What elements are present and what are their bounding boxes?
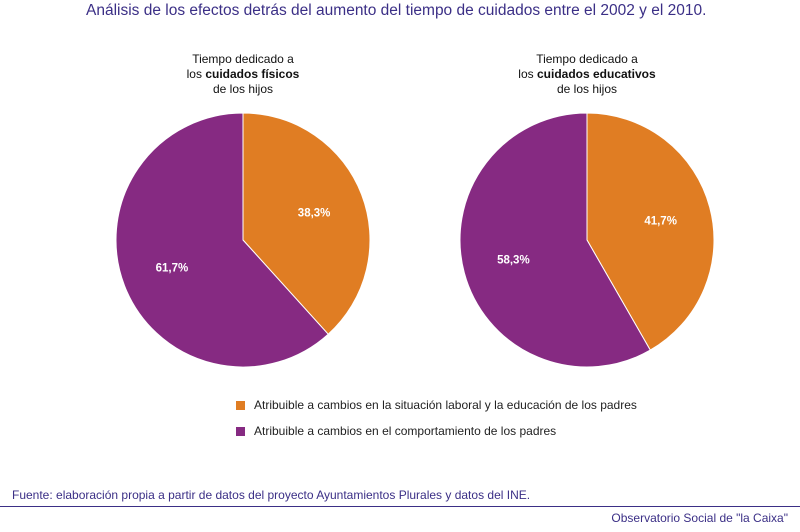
pie-title-fisicos: Tiempo dedicado a los cuidados físicos de … [123,52,363,97]
pie-title-line: Tiempo dedicado a [123,52,363,67]
pie-slice [115,112,329,368]
pie-slice [459,112,651,368]
slice-label: 38,3% [298,208,331,220]
pie-slice [242,112,371,335]
slice-label: 41,7% [644,215,677,227]
legend-item-comportamiento: Atribuible a cambios en el comportamient… [236,424,637,438]
pie-title-text: de los hijos [556,82,618,96]
pie-title-line: Tiempo dedicado a [467,52,707,67]
legend-label: Atribuible a cambios en la situación lab… [254,398,637,412]
pie-title-text: los [518,67,537,81]
legend-swatch-purple [236,426,245,436]
slice-label: 61,7% [156,262,189,274]
pie-title-text: los [186,67,206,81]
footer-divider [0,506,800,507]
legend: Atribuible a cambios en la situación lab… [236,398,637,450]
credit-line: Observatorio Social de "la Caixa" [611,511,788,525]
pie-title-line: los cuidados educativos [467,67,707,82]
pie-title-bold: cuidados educativos [536,67,656,81]
pie-title-line: los cuidados físicos [123,67,363,82]
pie-title-text: Tiempo dedicado a [192,52,294,66]
pie-title-text: de los hijos [212,82,274,96]
pie-title-bold: cuidados físicos [205,67,300,81]
legend-label: Atribuible a cambios en el comportamient… [254,424,557,438]
pie-charts: 38,3% 61,7% 41,7% 58,3% [115,112,715,368]
pie-title-line: de los hijos [467,82,707,97]
legend-item-laboral: Atribuible a cambios en la situación lab… [236,398,637,412]
slice-label: 58,3% [497,255,530,267]
pie-slice [586,112,715,351]
pie-title-line: de los hijos [123,82,363,97]
chart-title: Análisis de los efectos detrás del aumen… [86,2,707,19]
source-note: Fuente: elaboración propia a partir de d… [12,488,531,502]
pie-title-educativos: Tiempo dedicado a los cuidados educativos… [467,52,707,97]
legend-swatch-orange [236,400,245,410]
pie-title-text: Tiempo dedicado a [536,52,638,66]
